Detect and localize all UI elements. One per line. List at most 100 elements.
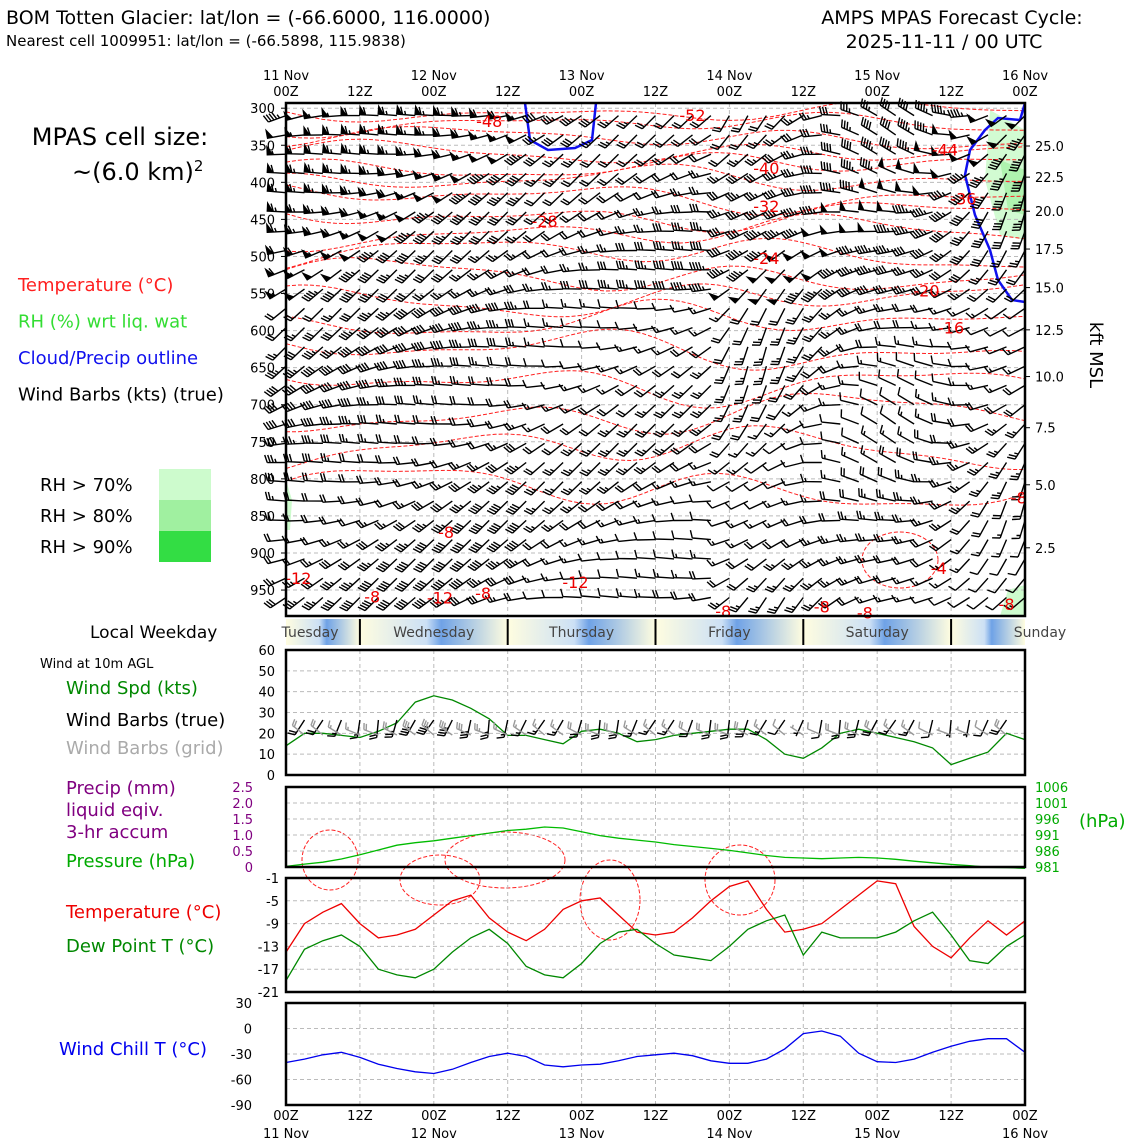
panel-frame [284, 648, 1027, 777]
wind-barb [262, 112, 287, 123]
wind-barb [891, 576, 915, 585]
wind-barb [303, 142, 323, 155]
wind-barb [320, 327, 342, 342]
wind-barb [891, 514, 915, 523]
wind-barb [596, 244, 619, 253]
wind-barb [615, 550, 638, 560]
wind-barb [947, 358, 970, 368]
precip-liquid-label: liquid eqiv. [66, 800, 163, 821]
wind-barb [320, 288, 342, 303]
wind-barb [301, 472, 323, 483]
wind-barb [747, 423, 767, 440]
wind-barb [265, 128, 287, 140]
wind-barb [714, 722, 730, 736]
wind-barb [897, 117, 915, 136]
wind-barb [835, 596, 859, 607]
wind-barb [765, 404, 786, 421]
wind-barb [393, 539, 416, 553]
bottom-date-label: 13 Nov [559, 1127, 605, 1140]
wind-barb [761, 171, 786, 182]
wind-barb [642, 718, 656, 736]
wind-barb [753, 346, 768, 366]
wind-barb [927, 307, 952, 315]
wind-barb [798, 420, 822, 429]
wind-barb [392, 456, 416, 466]
wind-barb [909, 538, 933, 548]
wind-barb [449, 395, 471, 406]
wind-barb [503, 153, 527, 166]
kft-tick-label: 10.0 [1035, 371, 1064, 386]
wind-barb [846, 719, 860, 739]
wind-barb [753, 366, 768, 386]
wind-barb [748, 115, 767, 132]
wind-barb [780, 133, 804, 143]
wind-barb [769, 327, 786, 346]
wind-barb [299, 536, 324, 546]
series-line [285, 1030, 1026, 1075]
wind-barb [595, 342, 619, 351]
wind-barb [879, 424, 897, 444]
wind-barb [844, 721, 860, 736]
wind-barb [615, 153, 638, 168]
wind-barb [669, 172, 693, 181]
kft-tick-label: 17.5 [1035, 243, 1064, 258]
wind-barb [653, 115, 675, 130]
wind-barb [920, 719, 934, 739]
wind-barb [567, 721, 582, 736]
wind-barb [486, 539, 509, 553]
wind-barb [897, 426, 915, 444]
isotherm-label: -8 [814, 597, 830, 616]
wind-barb [358, 104, 379, 117]
wind-barb [541, 318, 564, 329]
bottom-hour-label: 12Z [938, 1109, 964, 1124]
wind-barb [708, 153, 730, 168]
wind-barb [541, 299, 564, 309]
wind-barb [709, 134, 730, 151]
wind-barb [608, 719, 620, 740]
wind-barb [799, 494, 822, 503]
wind-barb [990, 481, 1008, 500]
wind-barb [340, 123, 360, 136]
wind-barb [761, 209, 786, 220]
wind-barb [521, 423, 545, 433]
wind-barb [914, 370, 933, 387]
wind-barb [969, 558, 989, 576]
wind-barb [819, 123, 841, 136]
wind-barb [840, 467, 859, 483]
wind-barb [970, 250, 989, 267]
wind-barb [946, 325, 970, 334]
wind-barb [650, 189, 675, 199]
wind-barb [505, 500, 527, 515]
wind-barb [310, 718, 324, 736]
wind-barb [558, 383, 582, 392]
wind-barb [909, 496, 933, 505]
wind-barb [670, 134, 693, 147]
wind-barb [449, 558, 472, 573]
wind-barb [559, 263, 582, 273]
wind-barb [671, 222, 693, 232]
wind-barb [579, 462, 601, 477]
wind-barb [523, 461, 546, 476]
wind-barb [522, 300, 545, 309]
wind-barb [375, 596, 398, 611]
wind-barb [303, 182, 323, 194]
wind-barb [818, 106, 841, 117]
kft-msl-label: kft MSL [1085, 322, 1106, 388]
wind-barb [928, 288, 952, 299]
isotherm-line [285, 257, 1026, 292]
wind-barb [1004, 115, 1026, 130]
wind-barb [430, 269, 453, 283]
wind-barb [321, 124, 342, 136]
wind-barb [859, 157, 878, 175]
wind-barb [356, 327, 379, 340]
wind-barb [336, 363, 361, 375]
wind-barb [840, 409, 859, 425]
wind-barb [632, 500, 656, 508]
wind-barb [484, 577, 508, 587]
wind-barb [560, 588, 582, 599]
wind-barb [357, 269, 379, 284]
rh-swatch [159, 469, 211, 500]
wind-barb [806, 722, 823, 736]
wind-barb [431, 230, 453, 245]
wind-barb [819, 181, 841, 194]
